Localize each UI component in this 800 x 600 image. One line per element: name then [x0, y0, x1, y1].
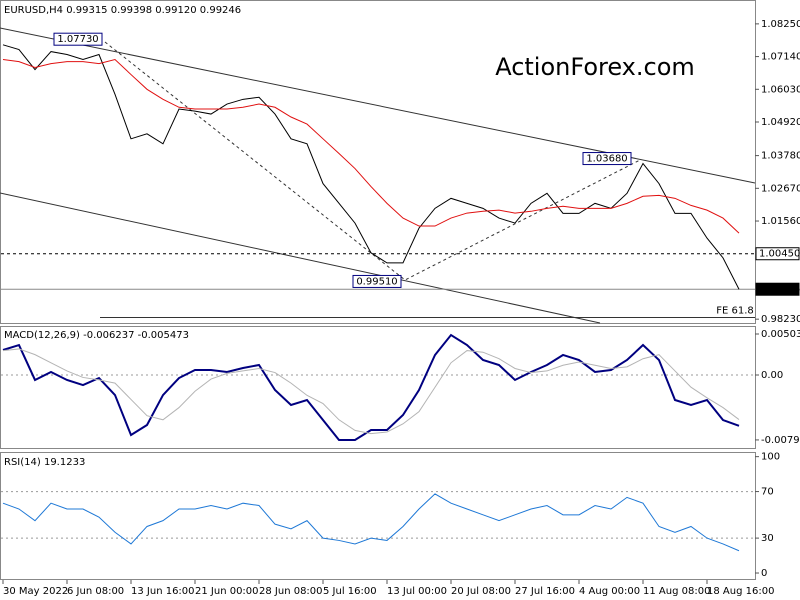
- macd-panel: [0, 326, 756, 449]
- y-tick-label: 0: [761, 568, 767, 579]
- annotation: 0.99510: [356, 276, 397, 287]
- channel-line: [0, 192, 601, 324]
- watermark: ActionForex.com: [495, 53, 695, 81]
- x-tick-label: 4 Aug 00:00: [579, 586, 640, 597]
- x-tick-label: 11 Aug 08:00: [643, 586, 710, 597]
- series-line: [2, 493, 740, 552]
- x-tick-label: 13 Jun 16:00: [131, 586, 195, 597]
- annotation: FE 61.8: [716, 305, 754, 316]
- level-box: [755, 247, 800, 261]
- x-tick-label: 13 Jul 00:00: [387, 586, 447, 597]
- y-tick-label: 1.03780: [761, 151, 800, 162]
- y-tick-label: 1.02670: [761, 183, 800, 194]
- y-tick-label: 100: [761, 452, 780, 463]
- y-tick-label: 30: [761, 533, 774, 544]
- annotation-box: [352, 274, 402, 288]
- series-line: [2, 44, 740, 290]
- x-tick-label: 20 Jul 08:00: [451, 586, 511, 597]
- rsi-title: RSI(14) 19.1233: [4, 457, 85, 468]
- series-line: [2, 333, 740, 441]
- level-label: 0.99246: [759, 284, 800, 295]
- x-tick-label: 5 Jul 16:00: [323, 586, 377, 597]
- x-tick-label: 6 Jun 08:00: [67, 586, 124, 597]
- series-line: [2, 58, 740, 234]
- annotation: 1.03680: [586, 154, 627, 165]
- y-tick-label: 1.04920: [761, 117, 800, 128]
- annotation: 1.07730: [57, 34, 98, 45]
- x-tick-label: 30 May 2022: [3, 586, 68, 597]
- y-tick-label: 70: [761, 487, 774, 498]
- x-tick-label: 28 Jun 08:00: [259, 586, 323, 597]
- price-panel: [0, 0, 756, 324]
- y-tick-label: 1.06030: [761, 84, 800, 95]
- level-box: [755, 282, 800, 296]
- y-tick-label: 1.07140: [761, 52, 800, 63]
- y-tick-label: -0.007973: [761, 435, 800, 446]
- macd-title: MACD(12,26,9) -0.006237 -0.005473: [4, 330, 189, 341]
- wave-line: [104, 41, 641, 281]
- y-tick-label: 1.08250: [761, 19, 800, 30]
- price-title: EURUSD,H4 0.99315 0.99398 0.99120 0.9924…: [4, 5, 241, 16]
- x-tick-label: 18 Aug 16:00: [707, 586, 774, 597]
- x-tick-label: 21 Jun 00:00: [195, 586, 259, 597]
- series-line: [2, 348, 740, 435]
- y-tick-label: 1.01560: [761, 216, 800, 227]
- y-tick-label: 0.005035: [761, 329, 800, 340]
- x-tick-label: 27 Jul 16:00: [515, 586, 575, 597]
- annotation-box: [582, 152, 632, 166]
- annotation-box: [53, 32, 103, 46]
- y-tick-label: 0.00: [761, 370, 783, 381]
- level-label: 1.00450: [759, 249, 800, 260]
- y-tick-label: 0.98230: [761, 314, 800, 325]
- rsi-panel: [0, 452, 756, 580]
